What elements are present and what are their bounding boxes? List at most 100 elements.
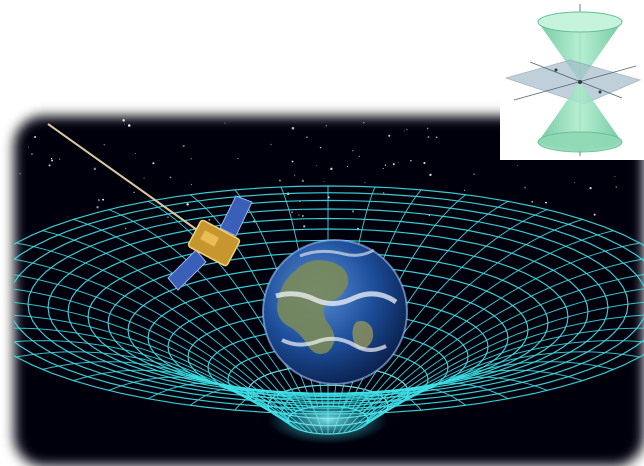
grid-spoke <box>366 327 644 425</box>
star <box>50 157 53 160</box>
star <box>127 124 131 127</box>
star <box>291 160 294 163</box>
satellite <box>47 123 253 291</box>
star <box>351 210 355 213</box>
star <box>410 160 412 162</box>
star <box>615 186 617 188</box>
star <box>397 161 399 163</box>
star <box>102 198 105 201</box>
star <box>363 121 365 124</box>
star <box>517 164 519 166</box>
star <box>406 128 408 131</box>
star <box>278 179 281 182</box>
star <box>124 123 126 125</box>
star <box>352 149 354 152</box>
star <box>133 191 135 193</box>
satellite-antenna <box>47 123 201 233</box>
star <box>124 227 127 230</box>
star <box>428 215 431 217</box>
solar-panel-upper <box>219 195 253 237</box>
earth-clouds <box>275 291 398 306</box>
grid-spoke <box>15 242 294 414</box>
star <box>224 122 226 124</box>
star <box>429 173 432 177</box>
star <box>19 172 21 175</box>
star <box>463 189 466 191</box>
grid-spoke <box>14 284 289 419</box>
star <box>93 167 97 171</box>
star <box>427 135 430 138</box>
star <box>237 158 239 159</box>
star <box>531 200 534 203</box>
star <box>122 119 125 122</box>
star <box>51 159 53 162</box>
star <box>382 191 385 194</box>
star <box>27 146 29 148</box>
star <box>182 144 185 148</box>
star <box>614 176 616 178</box>
grid-spoke <box>359 361 615 429</box>
star <box>152 162 155 165</box>
grid-spoke <box>72 369 301 431</box>
star <box>330 167 333 171</box>
star <box>186 203 189 206</box>
grid-spoke <box>14 299 289 421</box>
star <box>303 225 306 228</box>
grid-spoke <box>362 242 641 414</box>
star <box>306 136 308 139</box>
star <box>364 181 366 183</box>
grid-spoke <box>14 313 289 423</box>
star <box>270 143 272 146</box>
star <box>545 201 547 204</box>
grid-spoke <box>72 218 301 411</box>
star <box>190 158 192 160</box>
grid-spoke <box>359 230 615 412</box>
earth-land <box>277 260 349 354</box>
star <box>190 183 192 185</box>
star <box>59 158 61 160</box>
earth <box>262 239 408 385</box>
grid-spoke <box>41 230 297 412</box>
star <box>103 143 106 146</box>
grid-spoke <box>366 270 644 417</box>
grid-spoke <box>355 369 584 431</box>
grid-spoke <box>364 340 644 426</box>
star <box>392 163 395 166</box>
star <box>319 146 322 149</box>
grid-spoke <box>367 284 644 419</box>
grid-spoke <box>108 209 305 410</box>
star <box>169 176 172 179</box>
star <box>34 135 37 139</box>
star <box>423 161 426 165</box>
star <box>291 211 293 214</box>
star <box>301 215 304 217</box>
star <box>573 182 575 184</box>
grid-spoke <box>14 340 292 426</box>
grid-spoke <box>364 255 644 416</box>
star <box>298 214 300 216</box>
star <box>30 153 33 156</box>
star <box>346 165 348 167</box>
star <box>291 127 295 130</box>
star <box>382 168 384 170</box>
grid-spoke <box>14 270 290 417</box>
star <box>301 179 305 183</box>
well-glow <box>268 396 388 444</box>
grid-spoke <box>351 376 548 432</box>
star <box>97 198 101 202</box>
grid-spoke <box>14 255 292 416</box>
grid-spoke <box>14 327 290 425</box>
star <box>593 213 596 216</box>
star <box>473 173 475 175</box>
star <box>403 130 405 132</box>
grid-spoke <box>367 299 644 421</box>
star <box>384 164 387 166</box>
star <box>208 218 211 221</box>
star <box>184 224 186 226</box>
light-cone-inset <box>500 0 644 160</box>
grid-spoke <box>355 218 584 411</box>
star <box>388 134 391 137</box>
spatial-plane <box>504 59 642 105</box>
star <box>589 187 592 190</box>
